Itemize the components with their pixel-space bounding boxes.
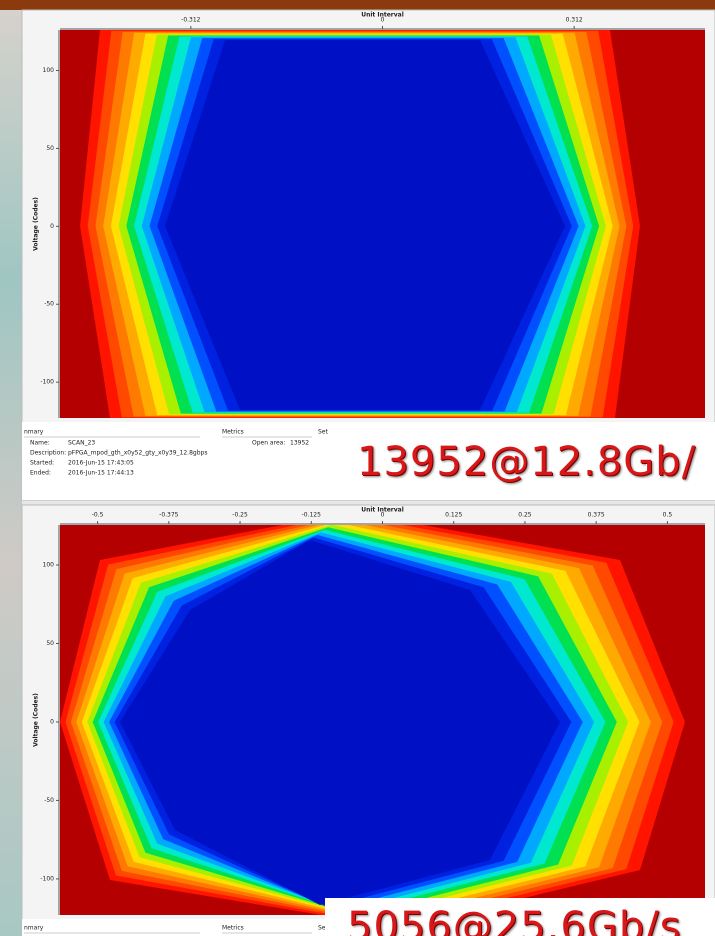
metrics-heading: Metrics <box>222 429 244 436</box>
overlay-label: 5056@25.6Gb/s <box>325 898 715 936</box>
summary-label: Ended: <box>30 470 51 477</box>
x-tick-label: -0.125 <box>302 512 322 519</box>
x-tick-label: 0.25 <box>518 512 532 519</box>
x-tick-label: -0.25 <box>232 512 248 519</box>
y-axis-title: Voltage (Codes) <box>33 693 40 747</box>
summary-value: pFPGA_mpod_gth_x0y52_gty_x0y39_12.8gbps <box>68 450 207 457</box>
screenshot: Unit Interval-0.31200.312100500-50-100Vo… <box>0 0 715 936</box>
y-tick-label: 50 <box>46 640 54 647</box>
metrics-heading: Metrics <box>222 925 244 932</box>
y-axis-title: Voltage (Codes) <box>33 197 40 251</box>
summary-value: 2016-Jun-15 17:43:05 <box>68 460 134 467</box>
y-tick-label: 100 <box>43 562 55 569</box>
y-tick-label: 50 <box>46 145 54 152</box>
metric-label: Open area: <box>252 440 285 447</box>
summary-label: Description: <box>30 450 66 457</box>
x-tick-label: 0 <box>381 512 385 519</box>
summary-value: 2016-Jun-15 17:44:13 <box>68 470 134 477</box>
x-tick-label: 0.375 <box>588 512 605 519</box>
y-tick-label: 100 <box>43 67 55 74</box>
y-tick-label: -100 <box>40 379 54 386</box>
y-tick-label: 0 <box>50 718 54 725</box>
x-tick-label: -0.5 <box>92 512 104 519</box>
summary-label: Name: <box>30 440 50 447</box>
x-tick-label: 0.125 <box>445 512 462 519</box>
eye-contours <box>60 512 685 928</box>
x-tick-label: 0.312 <box>566 17 583 24</box>
eye-contour <box>165 40 565 410</box>
eye-contours <box>80 30 640 418</box>
x-tick-label: -0.375 <box>159 512 179 519</box>
y-tick-label: -100 <box>40 875 54 882</box>
x-tick-label: 0.5 <box>663 512 673 519</box>
photo-strip <box>0 0 22 936</box>
summary-value: SCAN_23 <box>68 440 95 447</box>
y-tick-label: -50 <box>44 797 54 804</box>
summary-label: Started: <box>30 460 54 467</box>
top-bar <box>0 0 715 10</box>
x-tick-label: -0.312 <box>181 17 201 24</box>
y-tick-label: -50 <box>44 301 54 308</box>
summary-heading: nmary <box>24 925 44 932</box>
x-tick-label: 0 <box>381 17 385 24</box>
metric-value: 13952 <box>290 440 309 447</box>
settings-heading: Set <box>318 429 329 436</box>
overlay-label: 13952@12.8Gb/ <box>335 425 715 498</box>
summary-heading: nmary <box>24 429 44 436</box>
y-tick-label: 0 <box>50 223 54 230</box>
